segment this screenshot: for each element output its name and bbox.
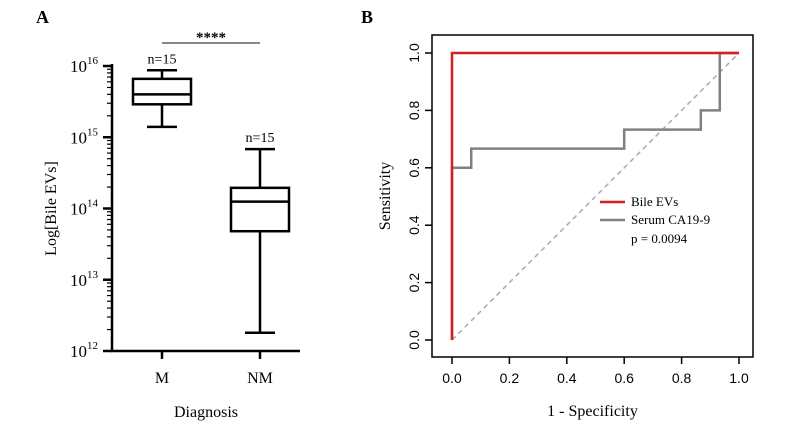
- x-tick-label: 0.2: [500, 370, 520, 386]
- box-nm: n=15: [229, 131, 291, 335]
- y-tick-label: 1014: [70, 198, 99, 219]
- roc-x-axis-label: 1 - Specificity: [547, 403, 638, 420]
- roc-panel: 0.0 0.2 0.4 0.6 0.8 1.0 0.0 0.2 0.4 0.6 0.8 1.0 Bi…: [377, 34, 754, 420]
- box-plot-panel: 1012 1013 1014 1015 1016 M NM n=15 n=15 **** L…: [43, 30, 300, 421]
- x-tick-label: 0.4: [557, 370, 577, 386]
- x-tick-label: 1.0: [729, 370, 749, 386]
- box-plot-x-axis-label: Diagnosis: [174, 404, 238, 421]
- iqr-box: [131, 77, 193, 106]
- iqr-box: [229, 186, 291, 233]
- sample-size-label: n=15: [148, 52, 177, 67]
- y-tick-label: 0.2: [406, 273, 422, 293]
- y-tick-label: 0.6: [406, 158, 422, 178]
- y-tick-label: 1015: [70, 126, 99, 147]
- y-tick-label: 1.0: [406, 43, 422, 63]
- y-tick-label: 1012: [70, 340, 98, 361]
- x-tick-label: 0.0: [442, 370, 462, 386]
- y-tick-label: 1016: [70, 55, 99, 76]
- panel-label-a: A: [36, 7, 49, 27]
- series-line-bile-evs: [450, 51, 739, 340]
- p-value-annotation: p = 0.0094: [631, 231, 688, 246]
- y-tick-label: 0.8: [406, 100, 422, 120]
- x-tick-label-nm: NM: [247, 370, 273, 387]
- series-line-serum-ca19-9: [450, 51, 739, 340]
- reference-diagonal-line: [451, 52, 740, 341]
- legend-label-bile-evs: Bile EVs: [631, 194, 678, 209]
- x-tick-label-m: M: [155, 370, 169, 387]
- y-tick-label: 0.4: [406, 215, 422, 235]
- roc-y-axis-label: Sensitivity: [377, 162, 394, 230]
- legend: Bile EVs Serum CA19-9 p = 0.0094: [600, 194, 710, 246]
- box-m: n=15: [131, 52, 193, 129]
- significance-stars: ****: [196, 30, 226, 46]
- legend-label-serum-ca19-9: Serum CA19-9: [631, 212, 710, 227]
- y-tick-label: 1013: [70, 269, 99, 290]
- box-plot-y-axis-label: Log[Bile EVs]: [43, 161, 60, 256]
- x-tick-label: 0.8: [672, 370, 692, 386]
- sample-size-label: n=15: [246, 131, 275, 146]
- x-tick-label: 0.6: [614, 370, 634, 386]
- roc-plot-frame: [431, 34, 754, 358]
- y-tick-label: 0.0: [406, 330, 422, 350]
- panel-label-b: B: [361, 7, 373, 27]
